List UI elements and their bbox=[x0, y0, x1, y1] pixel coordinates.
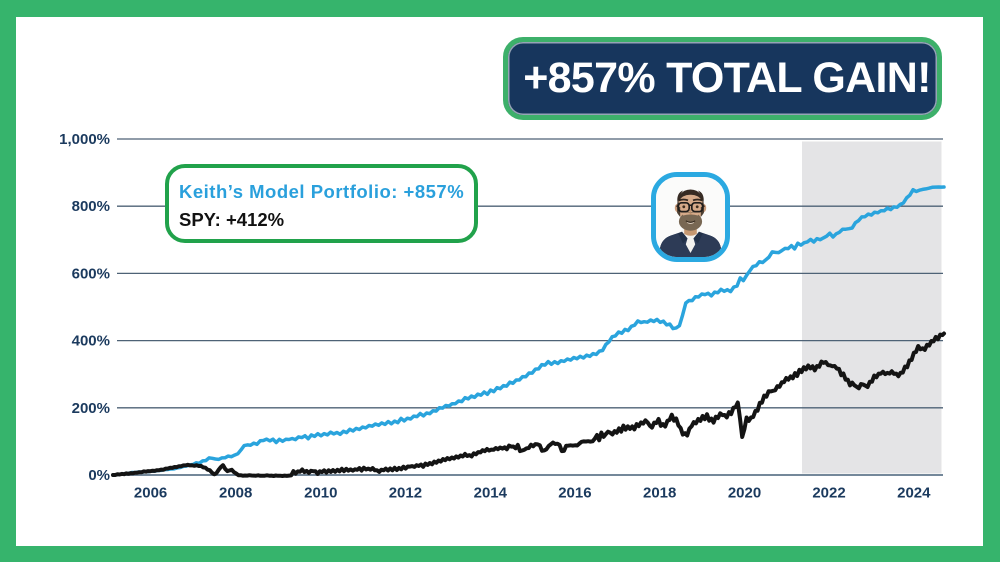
svg-text:2024: 2024 bbox=[897, 485, 931, 502]
svg-text:2020: 2020 bbox=[728, 485, 761, 502]
svg-text:2006: 2006 bbox=[134, 485, 167, 502]
svg-text:200%: 200% bbox=[72, 400, 110, 417]
svg-text:2018: 2018 bbox=[643, 485, 676, 502]
svg-text:0%: 0% bbox=[88, 467, 110, 484]
svg-text:2022: 2022 bbox=[812, 485, 845, 502]
svg-text:2014: 2014 bbox=[474, 485, 508, 502]
svg-text:2008: 2008 bbox=[219, 485, 252, 502]
svg-text:2010: 2010 bbox=[304, 485, 337, 502]
svg-text:2016: 2016 bbox=[558, 485, 591, 502]
svg-text:400%: 400% bbox=[72, 333, 110, 350]
svg-text:2012: 2012 bbox=[389, 485, 422, 502]
svg-text:800%: 800% bbox=[72, 198, 110, 215]
svg-text:1,000%: 1,000% bbox=[59, 131, 110, 148]
svg-text:600%: 600% bbox=[72, 265, 110, 282]
